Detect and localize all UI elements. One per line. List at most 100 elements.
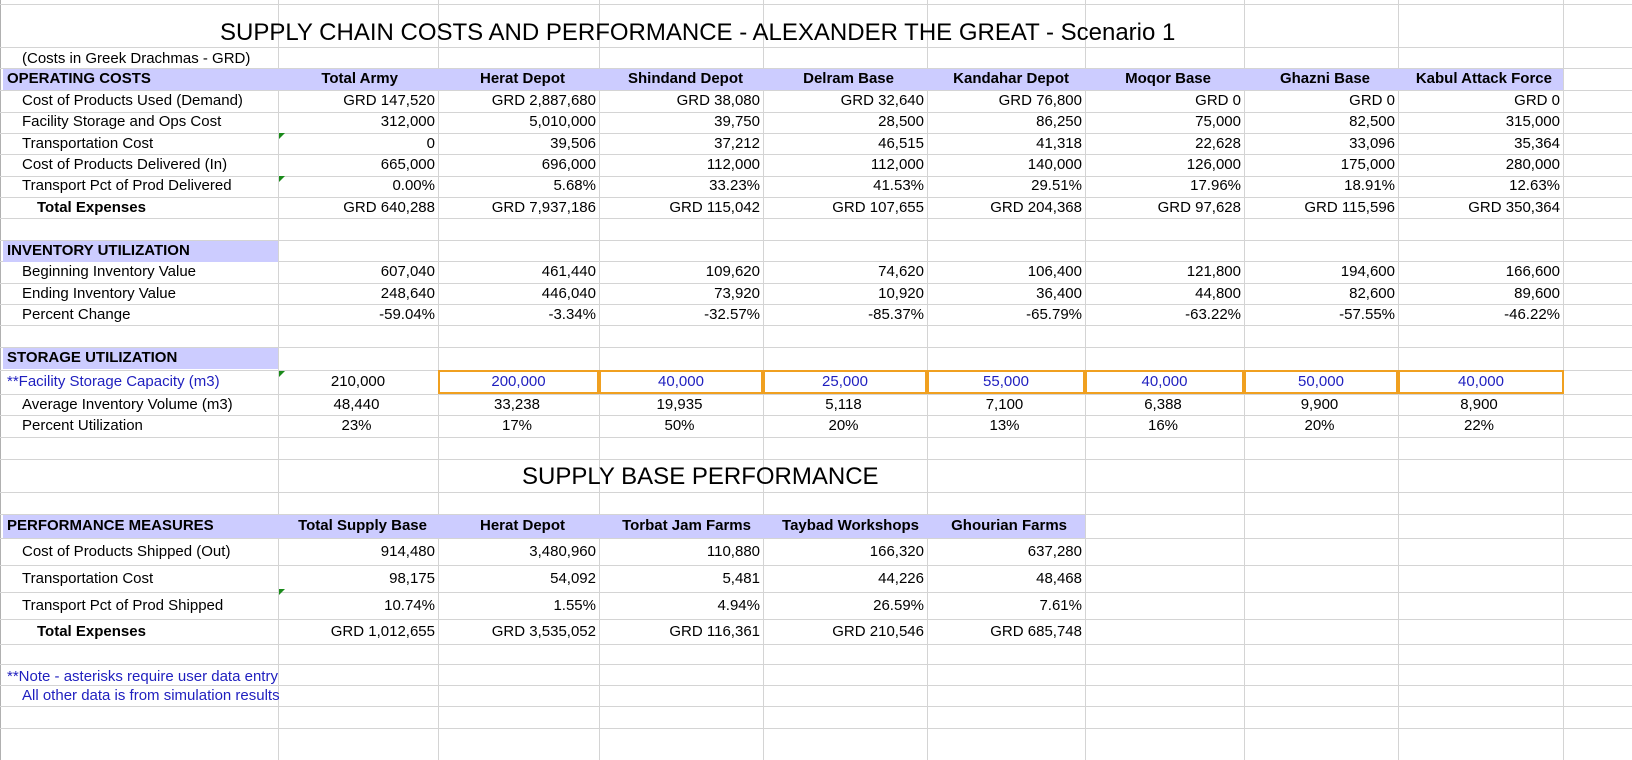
- operating-row-cell[interactable]: GRD 38,080: [676, 92, 760, 109]
- perf-col-total-supply-base[interactable]: Total Supply Base: [298, 517, 427, 534]
- inventory-row-cell[interactable]: 44,800: [1195, 285, 1241, 302]
- col-header-kabul-attack-force[interactable]: Kabul Attack Force: [1415, 70, 1552, 87]
- capacity-input[interactable]: 40,000: [1085, 370, 1244, 394]
- operating-row-cell[interactable]: 126,000: [1186, 156, 1241, 173]
- perf-col-herat-depot[interactable]: Herat Depot: [479, 517, 565, 534]
- storage-row-cell[interactable]: 20%: [828, 417, 859, 434]
- storage-row-cell[interactable]: 20%: [1304, 417, 1335, 434]
- operating-row-cell[interactable]: GRD 7,937,186: [491, 199, 596, 216]
- performance-row-cell[interactable]: GRD 3,535,052: [491, 623, 596, 640]
- col-header-herat-depot[interactable]: Herat Depot: [479, 70, 565, 87]
- operating-row-cell[interactable]: 37,212: [714, 135, 760, 152]
- inventory-row-cell[interactable]: -57.55%: [1339, 306, 1395, 323]
- performance-row-cell[interactable]: 54,092: [550, 570, 596, 587]
- operating-row-cell[interactable]: 33,096: [1349, 135, 1395, 152]
- col-header-delram-base[interactable]: Delram Base: [803, 70, 894, 87]
- performance-row-cell[interactable]: 4.94%: [717, 597, 760, 614]
- operating-row-cell[interactable]: 39,750: [714, 113, 760, 130]
- storage-row-cell[interactable]: 33,238: [494, 396, 540, 413]
- performance-row-cell[interactable]: 48,468: [1036, 570, 1082, 587]
- operating-row-cell[interactable]: 0.00%: [392, 177, 435, 194]
- operating-row-cell[interactable]: 29.51%: [1031, 177, 1082, 194]
- performance-row-cell[interactable]: GRD 685,748: [990, 623, 1082, 640]
- inventory-row-cell[interactable]: 248,640: [380, 285, 435, 302]
- storage-row-cell[interactable]: 13%: [989, 417, 1020, 434]
- inventory-row-cell[interactable]: 89,600: [1514, 285, 1560, 302]
- inventory-row-cell[interactable]: -85.37%: [868, 306, 924, 323]
- col-header-ghazni-base[interactable]: Ghazni Base: [1279, 70, 1370, 87]
- inventory-row-cell[interactable]: -65.79%: [1026, 306, 1082, 323]
- operating-row-cell[interactable]: GRD 115,596: [1304, 199, 1395, 216]
- performance-row-cell[interactable]: 10.74%: [384, 597, 435, 614]
- operating-row-cell[interactable]: 35,364: [1514, 135, 1560, 152]
- storage-row-cell[interactable]: 6,388: [1144, 396, 1182, 413]
- inventory-row-cell[interactable]: 121,800: [1186, 263, 1241, 280]
- storage-row-cell[interactable]: 50%: [664, 417, 695, 434]
- capacity-input[interactable]: 40,000: [1398, 370, 1564, 394]
- operating-row-cell[interactable]: 46,515: [878, 135, 924, 152]
- operating-row-cell[interactable]: GRD 0: [1195, 92, 1241, 109]
- col-header-total-army[interactable]: Total Army: [321, 70, 398, 87]
- operating-row-cell[interactable]: 140,000: [1027, 156, 1082, 173]
- operating-row-cell[interactable]: 17.96%: [1190, 177, 1241, 194]
- inventory-row-cell[interactable]: 461,440: [541, 263, 596, 280]
- performance-row-cell[interactable]: 166,320: [869, 543, 924, 560]
- capacity-input[interactable]: 55,000: [927, 370, 1085, 394]
- operating-row-cell[interactable]: GRD 115,042: [669, 199, 760, 216]
- inventory-row-cell[interactable]: -63.22%: [1185, 306, 1241, 323]
- inventory-row-cell[interactable]: -3.34%: [548, 306, 596, 323]
- operating-row-cell[interactable]: 41.53%: [873, 177, 924, 194]
- capacity-input[interactable]: 25,000: [763, 370, 927, 394]
- inventory-row-cell[interactable]: -32.57%: [704, 306, 760, 323]
- performance-row-cell[interactable]: 914,480: [380, 543, 435, 560]
- storage-row-cell[interactable]: 19,935: [656, 396, 703, 413]
- operating-row-cell[interactable]: GRD 107,655: [832, 199, 924, 216]
- operating-row-cell[interactable]: GRD 76,800: [998, 92, 1082, 109]
- operating-row-cell[interactable]: 86,250: [1036, 113, 1082, 130]
- inventory-row-cell[interactable]: 74,620: [878, 263, 924, 280]
- operating-row-cell[interactable]: GRD 0: [1349, 92, 1395, 109]
- storage-row-cell[interactable]: 5,118: [825, 396, 862, 413]
- performance-row-cell[interactable]: 1.55%: [553, 597, 596, 614]
- inventory-row-cell[interactable]: -46.22%: [1504, 306, 1560, 323]
- col-header-kandahar-depot[interactable]: Kandahar Depot: [953, 70, 1069, 87]
- operating-row-cell[interactable]: 75,000: [1195, 113, 1241, 130]
- storage-row-cell[interactable]: 17%: [501, 417, 533, 434]
- operating-row-cell[interactable]: 12.63%: [1509, 177, 1560, 194]
- operating-row-cell[interactable]: 18.91%: [1344, 177, 1395, 194]
- operating-row-cell[interactable]: GRD 0: [1514, 92, 1560, 109]
- performance-row-cell[interactable]: 44,226: [878, 570, 924, 587]
- operating-row-cell[interactable]: 112,000: [706, 156, 760, 173]
- operating-row-cell[interactable]: 0: [426, 135, 435, 152]
- operating-row-cell[interactable]: GRD 2,887,680: [491, 92, 596, 109]
- operating-row-cell[interactable]: 280,000: [1505, 156, 1560, 173]
- operating-row-cell[interactable]: 312,000: [380, 113, 435, 130]
- operating-row-cell[interactable]: 22,628: [1195, 135, 1241, 152]
- operating-row-cell[interactable]: 175,000: [1340, 156, 1395, 173]
- operating-row-cell[interactable]: 39,506: [550, 135, 596, 152]
- operating-row-cell[interactable]: 28,500: [878, 113, 924, 130]
- inventory-row-cell[interactable]: 106,400: [1027, 263, 1082, 280]
- performance-row-cell[interactable]: 3,480,960: [529, 543, 596, 560]
- performance-row-cell[interactable]: 5,481: [722, 570, 760, 587]
- capacity-input[interactable]: 40,000: [599, 370, 763, 394]
- operating-row-cell[interactable]: GRD 32,640: [840, 92, 924, 109]
- col-header-shindand-depot[interactable]: Shindand Depot: [628, 70, 743, 87]
- inventory-row-cell[interactable]: 194,600: [1340, 263, 1395, 280]
- perf-col-taybad-workshops[interactable]: Taybad Workshops: [782, 517, 919, 534]
- inventory-row-cell[interactable]: 82,600: [1349, 285, 1395, 302]
- operating-row-cell[interactable]: GRD 350,364: [1468, 199, 1560, 216]
- operating-row-cell[interactable]: 665,000: [380, 156, 435, 173]
- operating-row-cell[interactable]: 315,000: [1505, 113, 1560, 130]
- inventory-row-cell[interactable]: 73,920: [714, 285, 760, 302]
- inventory-row-cell[interactable]: 109,620: [705, 263, 760, 280]
- storage-row-cell[interactable]: 16%: [1147, 417, 1179, 434]
- operating-row-cell[interactable]: 5,010,000: [529, 113, 596, 130]
- capacity-input[interactable]: 200,000: [438, 370, 599, 394]
- performance-row-cell[interactable]: 637,280: [1027, 543, 1082, 560]
- performance-row-cell[interactable]: GRD 1,012,655: [330, 623, 435, 640]
- storage-row-cell[interactable]: 9,900: [1300, 396, 1339, 413]
- performance-row-cell[interactable]: 98,175: [389, 570, 435, 587]
- perf-col-ghourian-farms[interactable]: Ghourian Farms: [951, 517, 1067, 534]
- operating-row-cell[interactable]: GRD 640,288: [343, 199, 435, 216]
